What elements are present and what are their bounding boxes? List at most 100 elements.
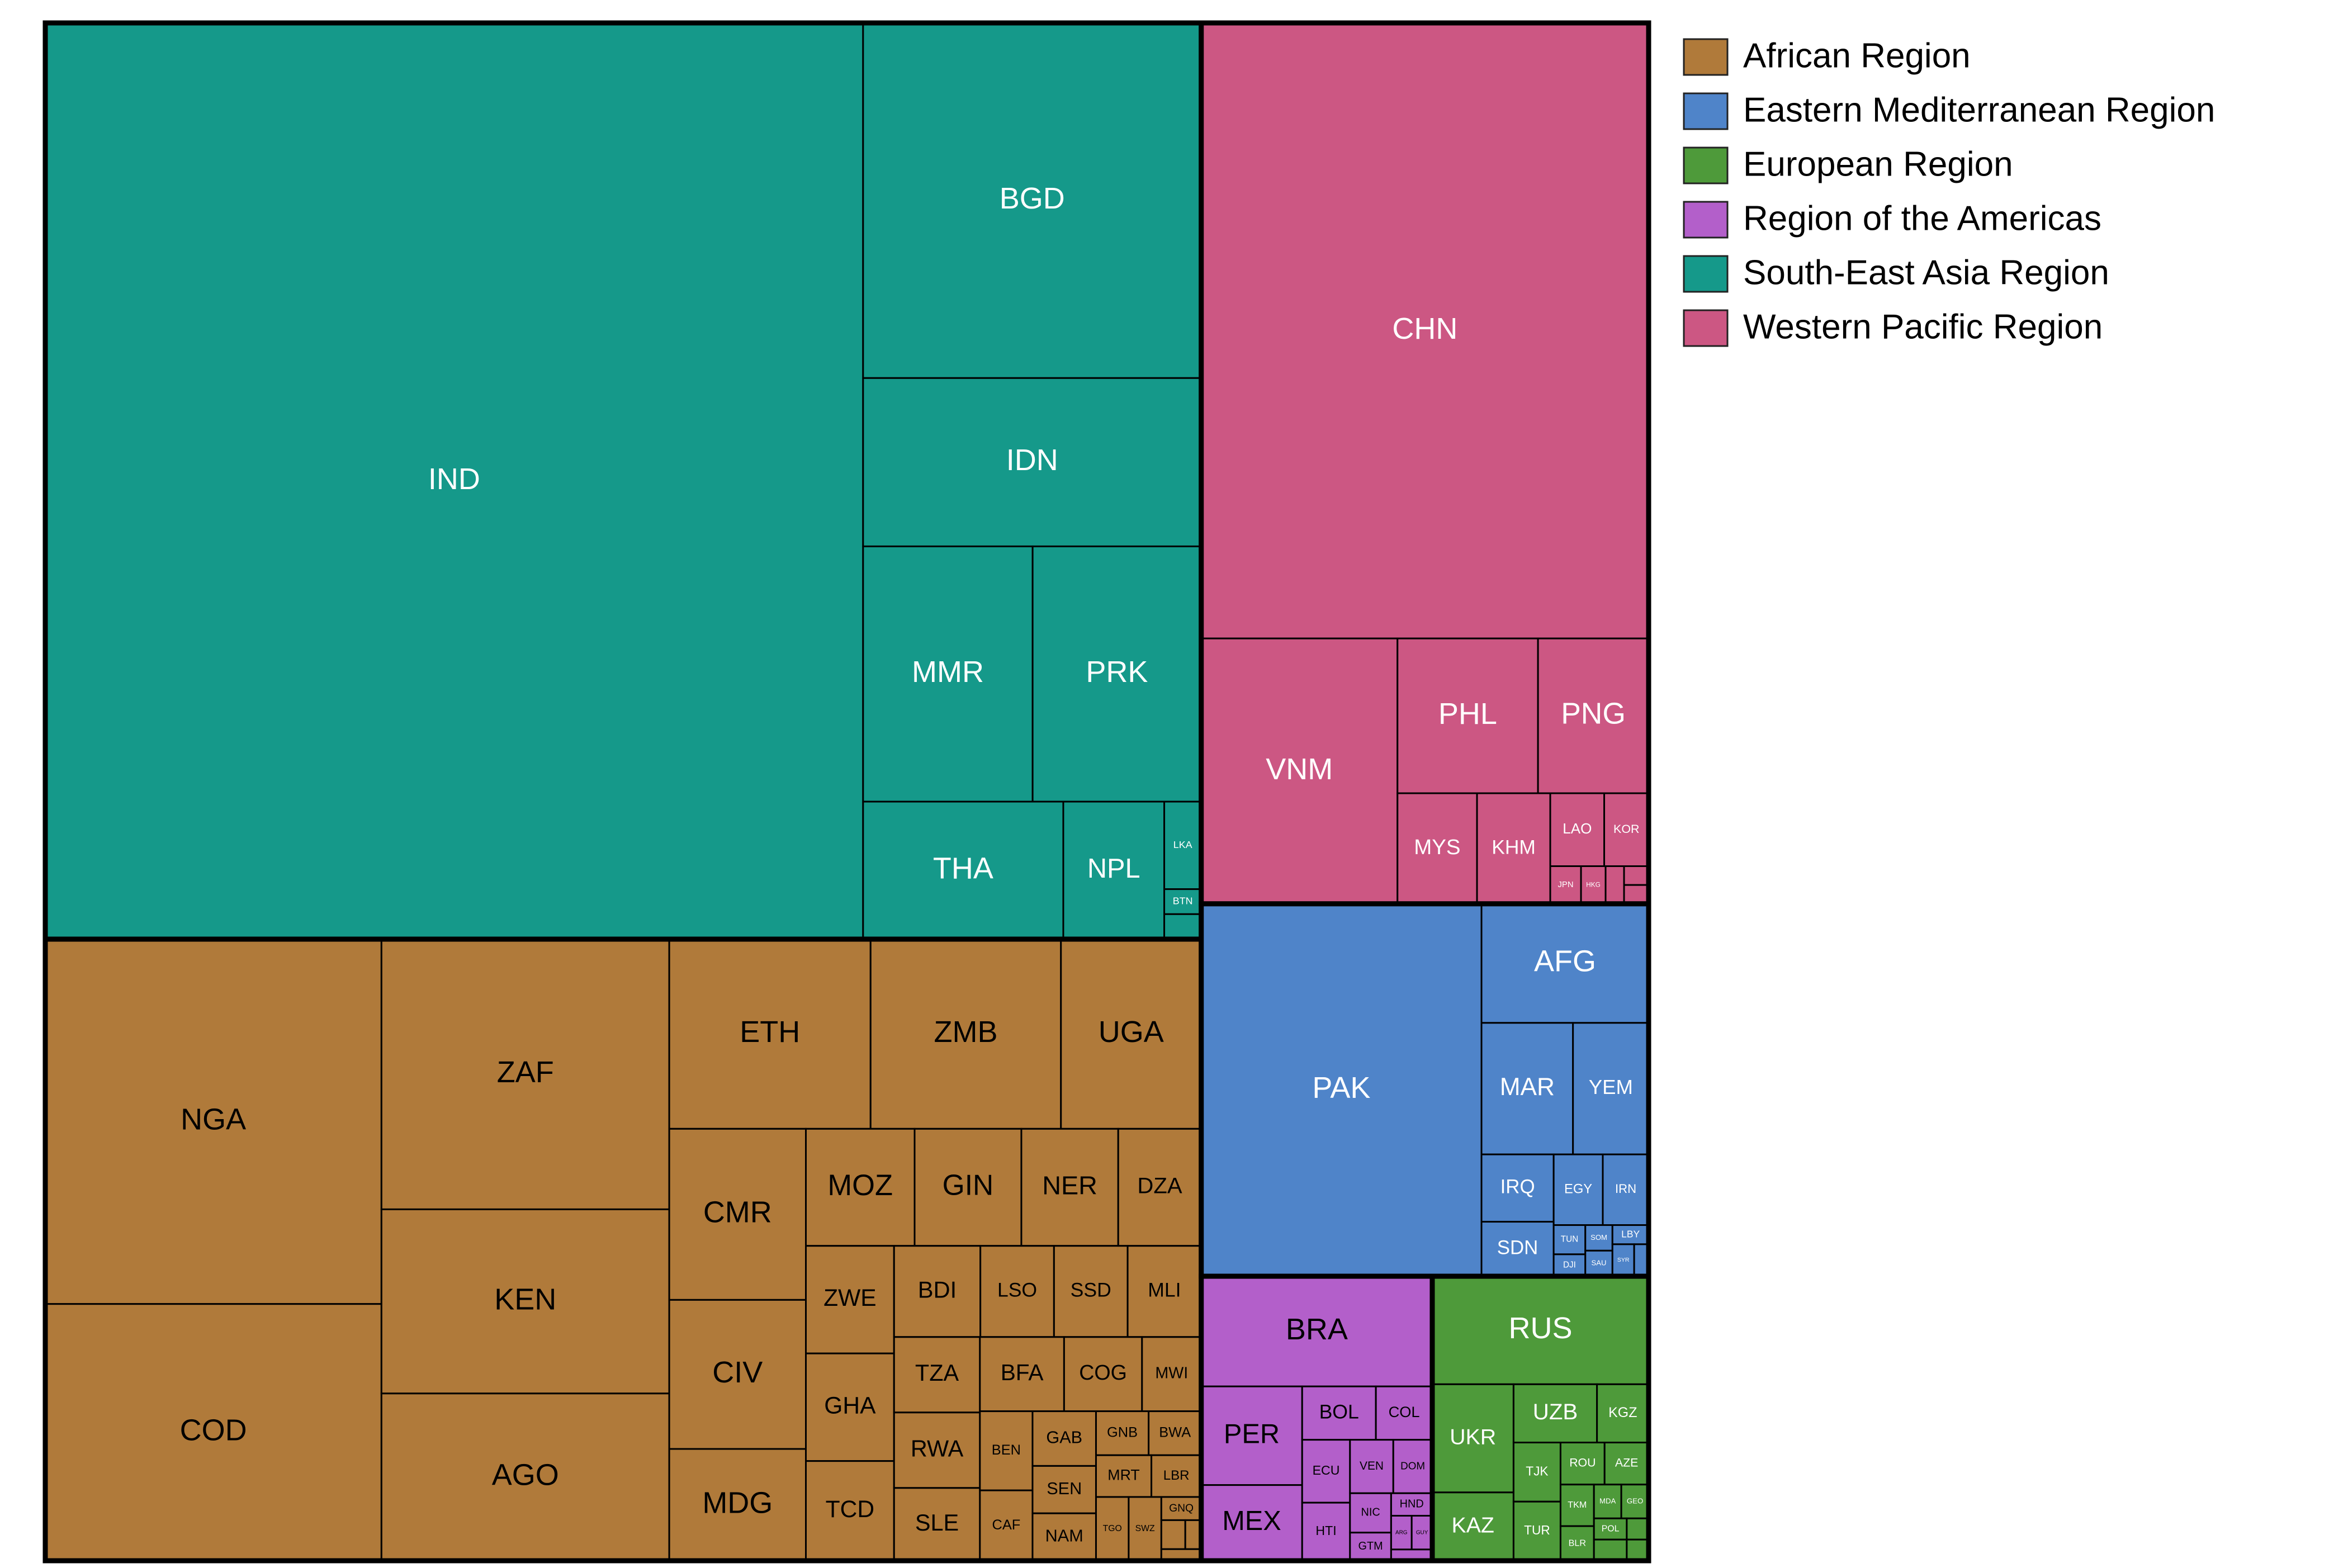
tile-label: TKM (1568, 1500, 1587, 1510)
tile (1200, 637, 1399, 905)
tile-label: MYS (1414, 835, 1460, 859)
tile-label: BGD (1000, 182, 1065, 215)
tile-label: PNG (1561, 698, 1626, 731)
tile-label: TZA (915, 1359, 959, 1386)
tile (1626, 1538, 1650, 1562)
tile (1549, 792, 1606, 868)
tile (1626, 1517, 1650, 1541)
tile-label: GUY (1416, 1529, 1428, 1536)
tile (1604, 865, 1625, 905)
tile (380, 1392, 670, 1562)
tile (979, 1489, 1034, 1562)
tile (862, 545, 1034, 803)
tile (862, 800, 1064, 940)
tile-label: BDI (918, 1276, 957, 1302)
tile-label: JPN (1558, 880, 1574, 889)
tile-label: COG (1079, 1361, 1127, 1384)
tile-label: EGY (1564, 1182, 1592, 1197)
legend-swatch (1683, 201, 1729, 239)
tile-label: YEM (1589, 1076, 1633, 1098)
tile-label: GTM (1358, 1540, 1383, 1552)
tile-label: UKR (1450, 1424, 1496, 1449)
region-border (1429, 1273, 1651, 1564)
tile (44, 22, 864, 940)
region-group: RUS UKR KAZ UZB KGZ TJK TUR ROU AZE TKM BLR MDA GEO P… (1429, 1273, 1651, 1564)
tile-label: KEN (494, 1282, 556, 1316)
tile (1572, 1022, 1650, 1155)
tile (1397, 637, 1539, 794)
tile-label: ARG (1395, 1529, 1408, 1536)
tile (1390, 1492, 1433, 1517)
legend-label: Eastern Mediterranean Region (1743, 91, 2215, 129)
tile-label: SLE (915, 1509, 959, 1536)
tile-label: CIV (712, 1356, 763, 1389)
tile-label: NER (1042, 1171, 1097, 1200)
region-group: PAK AFG MAR YEM IRQ SDN EGY IRN TUN DJI SOM SAU LBY S… (1199, 901, 1651, 1279)
tile-label: PAK (1312, 1071, 1370, 1105)
region-group: CHN VNM PHL PNG MYS KHM LAO KOR JPN HKG (1199, 20, 1651, 907)
tile (1623, 865, 1650, 886)
tile-label: GAB (1046, 1428, 1082, 1447)
tile-label: DOM (1400, 1460, 1425, 1471)
tile (979, 1336, 1065, 1413)
tile-label: SWZ (1135, 1524, 1155, 1533)
tile (1301, 1501, 1351, 1562)
tile (668, 1448, 807, 1562)
tile (805, 1460, 895, 1562)
tile-label: IDN (1006, 443, 1058, 477)
tile (1200, 903, 1483, 1277)
tile-label: TUN (1561, 1235, 1578, 1244)
tile-label: SSD (1071, 1279, 1111, 1301)
tile (1559, 1484, 1595, 1527)
legend-label: Region of the Americas (1743, 199, 2101, 238)
tile (913, 1128, 1022, 1247)
tile-label: LBY (1621, 1228, 1640, 1239)
tile-label: AFG (1534, 945, 1596, 978)
tile (1602, 1153, 1650, 1226)
tile-label: ROU (1569, 1456, 1596, 1470)
tile-label: AZE (1615, 1456, 1638, 1470)
tile-label: KHM (1492, 836, 1536, 858)
tile-label: SDN (1497, 1237, 1538, 1259)
tile (668, 938, 872, 1130)
legend-label: Western Pacific Region (1743, 307, 2103, 346)
tile-label: RWA (911, 1435, 964, 1461)
tile (893, 1336, 981, 1414)
tile (1552, 1253, 1587, 1277)
tile (1020, 1128, 1119, 1247)
legend-swatch (1683, 92, 1729, 130)
tile-label: BOL (1319, 1400, 1359, 1423)
tile-label: LSO (997, 1279, 1037, 1301)
tile-label: MLI (1148, 1279, 1181, 1301)
tile-label: SYR (1617, 1257, 1630, 1263)
tile-label: POL (1602, 1524, 1620, 1533)
tile (1559, 1525, 1595, 1562)
tile-label: MEX (1222, 1506, 1281, 1536)
legend: African Region Eastern Mediterranean Regi… (1683, 36, 2215, 347)
tile (862, 22, 1203, 379)
tile-label: BRA (1286, 1313, 1348, 1346)
tile (1200, 1484, 1303, 1562)
tile-label: TUR (1524, 1523, 1550, 1537)
tile-label: MDA (1599, 1496, 1616, 1505)
tile (805, 1352, 895, 1462)
tile (1512, 1383, 1598, 1444)
tile (1620, 1484, 1650, 1519)
tile-label: MAR (1500, 1073, 1555, 1101)
tile-label: COD (180, 1414, 247, 1447)
tile-label: IRN (1615, 1182, 1636, 1196)
legend-label: South-East Asia Region (1743, 253, 2109, 292)
tile (1623, 884, 1650, 905)
tile-label: LBR (1163, 1468, 1190, 1483)
tile-label: KOR (1613, 822, 1639, 836)
tile-label: VNM (1266, 752, 1333, 786)
tile-label: TCD (826, 1496, 875, 1523)
legend-swatch (1683, 255, 1729, 293)
tile-label: CMR (703, 1196, 772, 1229)
tile (1031, 545, 1203, 803)
tile (1163, 800, 1203, 890)
tile (1480, 1153, 1555, 1223)
tile-label: IND (428, 462, 480, 496)
tile-label: GIN (943, 1169, 994, 1201)
tile-label: MMR (912, 655, 984, 689)
